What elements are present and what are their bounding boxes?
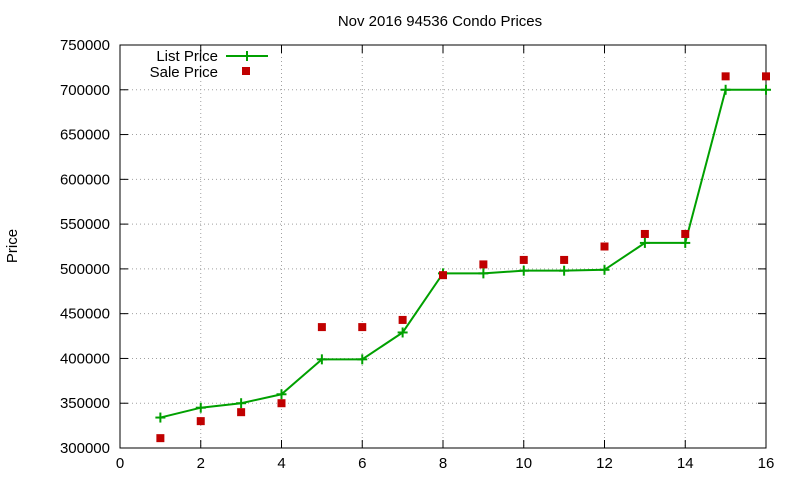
x-tick-label: 6 bbox=[358, 455, 366, 472]
data-point-list-price bbox=[316, 354, 327, 365]
data-point-sale-price bbox=[237, 408, 246, 417]
legend-marker-list-price bbox=[242, 51, 252, 61]
x-tick-label: 12 bbox=[596, 455, 613, 472]
series-sale-price bbox=[156, 72, 770, 443]
data-point-list-price bbox=[680, 237, 691, 248]
y-tick-label: 400000 bbox=[60, 350, 110, 367]
data-point-list-price bbox=[639, 237, 650, 248]
series-line-list-price bbox=[160, 88, 766, 419]
data-point-sale-price bbox=[277, 399, 286, 408]
legend-label-list-price: List Price bbox=[156, 48, 218, 65]
data-point-list-price bbox=[761, 84, 771, 95]
x-tick-label: 4 bbox=[277, 455, 285, 472]
x-tick-label: 16 bbox=[758, 455, 775, 472]
y-tick-label: 700000 bbox=[60, 82, 110, 99]
y-tick-label: 600000 bbox=[60, 171, 110, 188]
legend-marker-sale-price bbox=[242, 67, 250, 75]
y-tick-label: 750000 bbox=[60, 37, 110, 54]
x-tick-label: 10 bbox=[515, 455, 532, 472]
data-point-sale-price bbox=[439, 271, 447, 280]
data-point-sale-price bbox=[762, 72, 770, 81]
data-point-sale-price bbox=[600, 242, 609, 251]
data-point-sale-price bbox=[196, 417, 205, 426]
legend-label-sale-price: Sale Price bbox=[150, 64, 218, 81]
data-point-sale-price bbox=[681, 229, 690, 238]
x-tick-label: 8 bbox=[439, 455, 447, 472]
data-point-list-price bbox=[236, 398, 247, 409]
axis-ticks: 300000 350000 400000 450000 500000 550000 6000… bbox=[60, 37, 774, 472]
data-point-list-price bbox=[720, 84, 731, 95]
data-point-sale-price bbox=[398, 315, 407, 324]
data-point-list-price bbox=[478, 268, 489, 279]
data-point-list-price bbox=[518, 265, 529, 276]
data-point-list-price bbox=[155, 412, 166, 423]
series bbox=[155, 72, 771, 443]
y-tick-label: 650000 bbox=[60, 127, 110, 144]
x-tick-label: 14 bbox=[677, 455, 694, 472]
data-point-sale-price bbox=[317, 323, 326, 332]
y-tick-label: 300000 bbox=[60, 440, 110, 457]
y-tick-label: 350000 bbox=[60, 395, 110, 412]
y-tick-label: 550000 bbox=[60, 216, 110, 233]
y-tick-label: 450000 bbox=[60, 306, 110, 323]
data-point-sale-price bbox=[560, 255, 569, 264]
data-point-list-price bbox=[397, 327, 408, 338]
data-point-list-price bbox=[599, 264, 610, 275]
data-point-sale-price bbox=[156, 434, 165, 443]
data-point-list-price bbox=[195, 402, 206, 413]
data-point-sale-price bbox=[358, 323, 367, 332]
chart-title: Nov 2016 94536 Condo Prices bbox=[338, 13, 542, 30]
data-point-sale-price bbox=[721, 72, 730, 81]
data-point-sale-price bbox=[519, 255, 528, 264]
data-point-sale-price bbox=[479, 260, 488, 269]
y-axis-label: Price bbox=[4, 229, 21, 263]
legend: List Price Sale Price bbox=[150, 48, 268, 81]
x-tick-label: 2 bbox=[197, 455, 205, 472]
y-tick-label: 500000 bbox=[60, 261, 110, 278]
data-point-list-price bbox=[357, 354, 368, 365]
x-tick-label: 0 bbox=[116, 455, 124, 472]
data-point-sale-price bbox=[640, 229, 649, 238]
data-point-list-price bbox=[276, 389, 287, 400]
data-point-list-price bbox=[559, 265, 570, 276]
